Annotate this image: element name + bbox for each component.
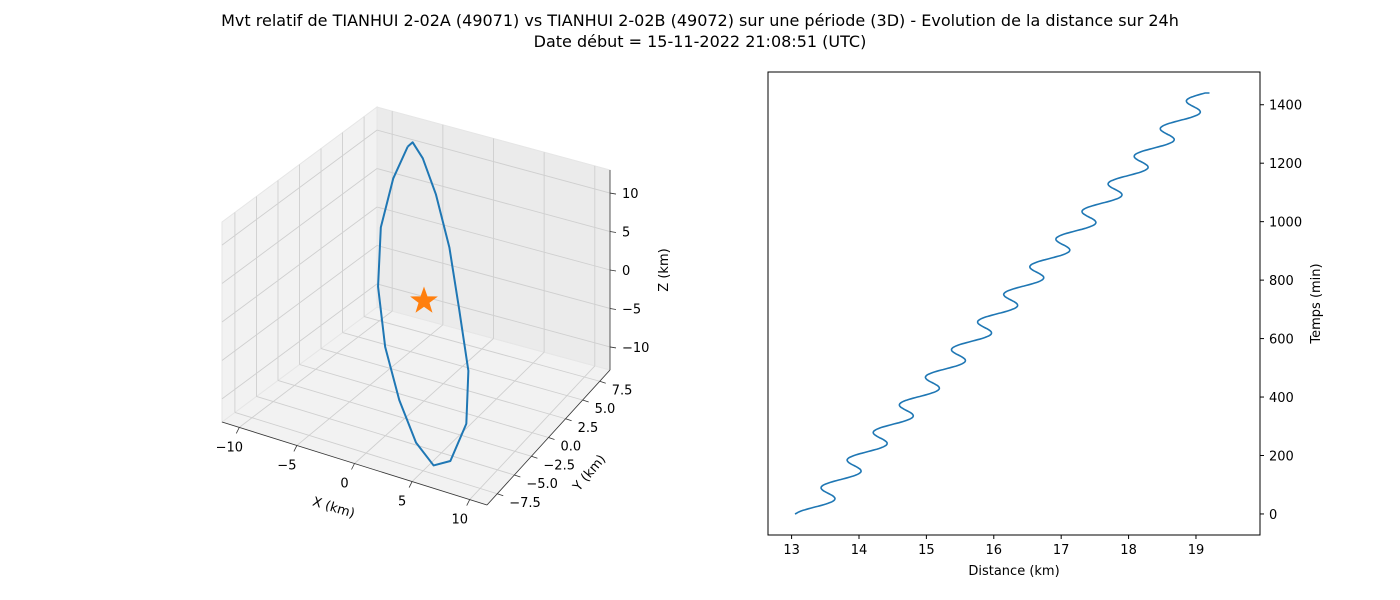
z-tick-label: 5 [622,226,630,241]
3d-tick-labels: −10 −5 0 5 10 −7.5 −5.0 −2.5 0.0 2.5 5.0 7.5 −10 −5 0 5… [216,187,650,528]
grid-line [277,380,532,457]
x-tick-label: −10 [216,440,243,455]
z-tick-label: −5 [622,302,641,317]
x-tick-label: 5 [398,495,406,510]
grid-line [376,283,611,348]
grid-line [221,206,378,323]
x-tick-label: 14 [851,543,868,558]
plot-2d-axes: 13 14 15 16 17 18 19 0 200 400 600 800 1000 1200 1400… [767,71,1324,579]
z-tick-label: 10 [622,187,639,202]
x-axis-label: Distance (km) [968,564,1059,579]
y-tick-mark [531,455,538,459]
x-tick-label: 10 [451,513,468,528]
x-tick-mark [351,463,355,470]
z-axis-label: Z (km) [657,248,672,291]
y-tick-label: 200 [1269,449,1294,464]
x-tick-label: 13 [783,543,800,558]
chart-title: Mvt relatif de TIANHUI 2-02A (49071) vs … [0,10,1400,52]
grid-line [221,129,378,246]
y-tick-label: 0.0 [561,440,582,455]
z-tick-mark [609,192,617,195]
x-tick-label: 15 [918,543,935,558]
x-tick-mark [408,481,413,488]
y-tick-label: 0 [1269,508,1277,523]
z-tick-mark [609,308,617,310]
x-ticks: 13 14 15 16 17 18 19 [783,535,1204,558]
y-tick-mark [548,437,555,440]
grid-line [376,245,611,309]
x-tick-label: 19 [1188,543,1205,558]
distance-series-line [794,92,1210,515]
x-tick-label: 0 [340,477,348,492]
y-tick-label: 1400 [1269,99,1302,114]
grid-line [363,316,600,382]
plot-frame [767,71,1261,536]
3d-panes [220,106,611,506]
y-tick-label: 400 [1269,391,1294,406]
x-tick-mark [293,445,298,452]
title-line-1: Mvt relatif de TIANHUI 2-02A (49071) vs … [221,11,1179,30]
grid-line [376,168,611,232]
y-tick-label: 5.0 [595,402,616,417]
grid-line [221,283,378,400]
grid-line [221,168,378,284]
3d-orbit-series [377,141,470,467]
y-tick-mark [497,493,504,497]
x-axis-label: X (km) [311,495,357,522]
grid-line [320,348,566,420]
y-tick-label: 600 [1269,333,1294,348]
y-tick-label: 1000 [1269,216,1302,231]
y-tick-mark [565,418,572,422]
grid-line [234,411,498,495]
z-tick-label: −10 [622,341,649,356]
z-tick-label: 0 [622,264,630,279]
y-axis-label: Temps (min) [1309,263,1324,344]
x-tick-mark [466,499,471,506]
grid-line [256,396,515,476]
x-tick-label: 16 [986,543,1003,558]
y-axis-label: Y (km) [570,452,609,495]
x-tick-mark [235,427,240,434]
plot-3d-axes: −10 −5 0 5 10 −7.5 −5.0 −2.5 0.0 2.5 5.0 7.5 −10 −5 0 5… [216,106,672,528]
grid-line [342,332,583,401]
grid-line [376,206,611,271]
y-tick-mark [599,380,606,384]
x-tick-label: 17 [1053,543,1070,558]
y-tick-label: 1200 [1269,157,1302,172]
grid-line [376,129,611,194]
y-ticks: 0 200 400 600 800 1000 1200 1400 [1260,99,1302,523]
grid-line [221,245,378,361]
y-tick-label: 2.5 [578,421,599,436]
y-tick-label: −2.5 [543,458,575,473]
grid-line [299,364,549,438]
x-tick-label: −5 [277,458,296,473]
y-tick-label: 7.5 [612,383,633,398]
orbit-line [377,141,470,467]
star-marker [410,286,438,313]
z-tick-mark [609,269,617,272]
y-tick-mark [582,399,589,403]
y-tick-mark [514,474,521,478]
x-tick-label: 18 [1120,543,1137,558]
y-tick-label: −5.0 [526,477,558,492]
title-line-2: Date début = 15-11-2022 21:08:51 (UTC) [533,32,867,51]
z-tick-mark [609,231,617,233]
y-tick-label: −7.5 [509,496,541,511]
y-tick-label: 800 [1269,274,1294,289]
z-tick-mark [609,346,617,349]
